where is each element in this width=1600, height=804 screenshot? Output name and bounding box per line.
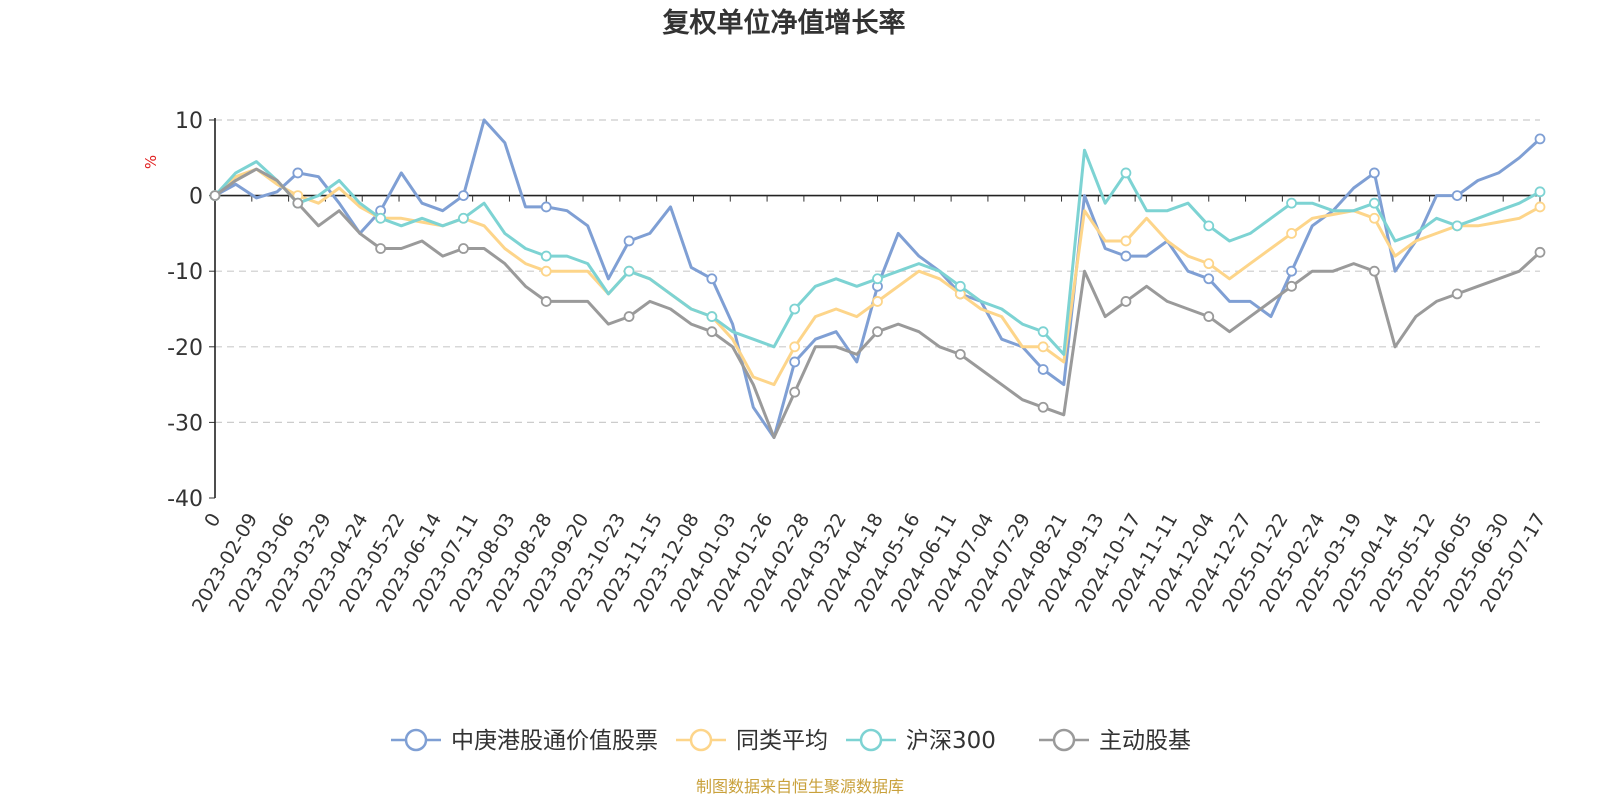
series-lines bbox=[209, 118, 1546, 439]
series-marker bbox=[1286, 280, 1297, 292]
legend-label: 同类平均 bbox=[736, 728, 828, 754]
legend-item[interactable]: 同类平均 bbox=[676, 728, 828, 754]
legend-label: 主动股基 bbox=[1099, 728, 1191, 754]
series-marker bbox=[1451, 288, 1463, 300]
y-axis-unit-label: % bbox=[142, 155, 160, 169]
series-marker bbox=[1534, 133, 1546, 145]
series-marker bbox=[1286, 265, 1297, 277]
series-marker bbox=[1368, 197, 1380, 209]
series-marker bbox=[1368, 167, 1380, 179]
series-marker bbox=[623, 235, 635, 247]
series-marker bbox=[1037, 364, 1049, 375]
legend-item[interactable]: 中庚港股通价值股票 bbox=[391, 728, 658, 754]
series-marker bbox=[1534, 201, 1546, 213]
series-marker bbox=[540, 201, 552, 213]
series-marker bbox=[1120, 296, 1132, 307]
series-marker bbox=[954, 348, 966, 360]
series-marker bbox=[1037, 326, 1049, 338]
y-tick-label: -20 bbox=[167, 336, 203, 361]
series-marker bbox=[706, 273, 718, 285]
series-marker bbox=[1534, 186, 1546, 198]
series-marker bbox=[706, 326, 718, 338]
series-marker bbox=[623, 311, 635, 322]
series-marker bbox=[375, 243, 387, 254]
series-marker bbox=[458, 190, 469, 202]
x-tick-label: 0 bbox=[200, 510, 225, 531]
series-marker bbox=[1120, 167, 1132, 179]
y-tick-label: -10 bbox=[167, 260, 203, 285]
legend-marker bbox=[1052, 728, 1076, 752]
series-marker bbox=[458, 243, 469, 254]
y-tick-label: 0 bbox=[189, 185, 203, 210]
series-marker bbox=[292, 167, 304, 179]
grid-lines bbox=[215, 119, 1540, 423]
series-marker bbox=[789, 386, 801, 398]
series-marker bbox=[623, 265, 635, 277]
series-marker bbox=[1534, 246, 1546, 258]
series-marker bbox=[1203, 311, 1215, 322]
series-marker bbox=[789, 356, 801, 368]
legend-marker bbox=[404, 728, 428, 752]
series-marker bbox=[954, 280, 966, 292]
series-marker bbox=[872, 273, 883, 285]
series-marker bbox=[1368, 265, 1380, 277]
series-marker bbox=[540, 296, 552, 307]
series-marker bbox=[1037, 341, 1049, 353]
series-marker bbox=[1368, 212, 1380, 224]
y-tick-label: 10 bbox=[175, 109, 203, 134]
chart-title: 复权单位净值增长率 bbox=[663, 7, 906, 39]
series-marker bbox=[1037, 401, 1049, 413]
series-marker bbox=[458, 212, 469, 224]
series-marker bbox=[375, 212, 387, 224]
series-marker bbox=[209, 190, 221, 202]
series-marker bbox=[1120, 250, 1132, 262]
series-marker bbox=[1451, 220, 1463, 232]
legend-label: 沪深300 bbox=[906, 728, 996, 754]
series-marker bbox=[789, 341, 801, 353]
series-marker bbox=[789, 303, 801, 315]
series-marker bbox=[540, 265, 552, 277]
series-marker bbox=[706, 311, 718, 322]
series-marker bbox=[1203, 273, 1215, 285]
legend-item[interactable]: 主动股基 bbox=[1039, 728, 1191, 754]
series-marker bbox=[1203, 220, 1215, 232]
series-marker bbox=[1120, 235, 1132, 247]
series-line bbox=[213, 148, 1542, 356]
legend-label: 中庚港股通价值股票 bbox=[451, 728, 658, 754]
series-marker bbox=[872, 296, 883, 307]
legend-item[interactable]: 沪深300 bbox=[846, 728, 996, 754]
series-marker bbox=[292, 197, 304, 209]
axes: 100-10-20-30-4002023-02-092023-03-062023… bbox=[167, 109, 1550, 616]
y-tick-label: -40 bbox=[167, 487, 203, 512]
source-note: 制图数据来自恒生聚源数据库 bbox=[696, 777, 904, 796]
series-marker bbox=[1286, 197, 1297, 209]
series-marker bbox=[872, 326, 883, 338]
series-marker bbox=[1203, 258, 1215, 270]
legend[interactable]: 中庚港股通价值股票 同类平均 沪深300 主动股基 bbox=[391, 728, 1191, 754]
y-tick-label: -30 bbox=[167, 411, 203, 436]
series-marker bbox=[1451, 190, 1463, 202]
series-marker bbox=[540, 250, 552, 262]
legend-marker bbox=[689, 728, 713, 752]
legend-marker bbox=[859, 728, 883, 752]
series-marker bbox=[1286, 227, 1297, 239]
